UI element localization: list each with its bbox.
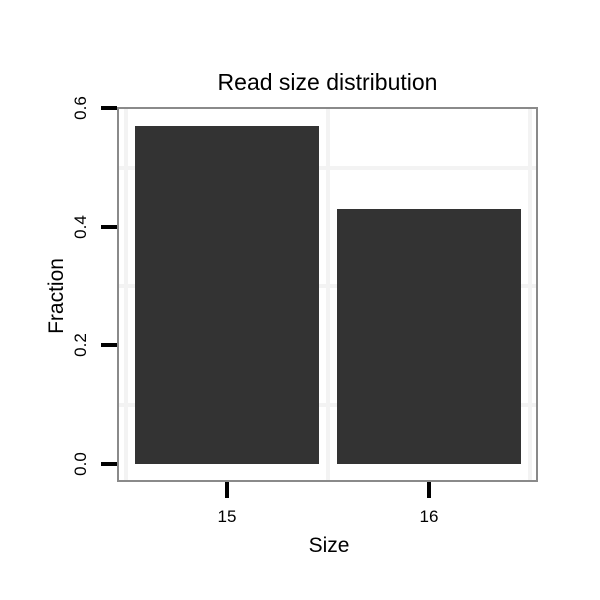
y-axis-tick — [101, 106, 117, 111]
y-axis-tick — [101, 224, 117, 229]
x-axis-tick-label: 16 — [419, 507, 439, 526]
plot-panel — [117, 107, 538, 482]
minor-gridline-vertical — [326, 109, 330, 480]
y-axis-tick-label: 0.4 — [71, 214, 90, 239]
x-axis-tick — [225, 482, 229, 498]
x-axis-title: Size — [308, 534, 350, 557]
y-axis-tick — [101, 462, 117, 466]
y-axis-tick-label: 0.0 — [71, 452, 90, 476]
chart-title: Read size distribution — [217, 69, 438, 95]
x-axis-tick-label: 15 — [217, 507, 237, 526]
y-axis-tick — [101, 343, 117, 348]
minor-gridline-vertical — [528, 109, 532, 480]
bar-size-16 — [337, 209, 521, 464]
y-axis-tick-label: 0.6 — [71, 96, 90, 121]
x-axis-tick — [427, 482, 431, 498]
bar-size-15 — [135, 125, 319, 464]
y-axis-tick-label: 0.2 — [71, 333, 90, 358]
minor-gridline-vertical — [124, 109, 128, 480]
y-axis-title: Fraction — [45, 258, 68, 334]
